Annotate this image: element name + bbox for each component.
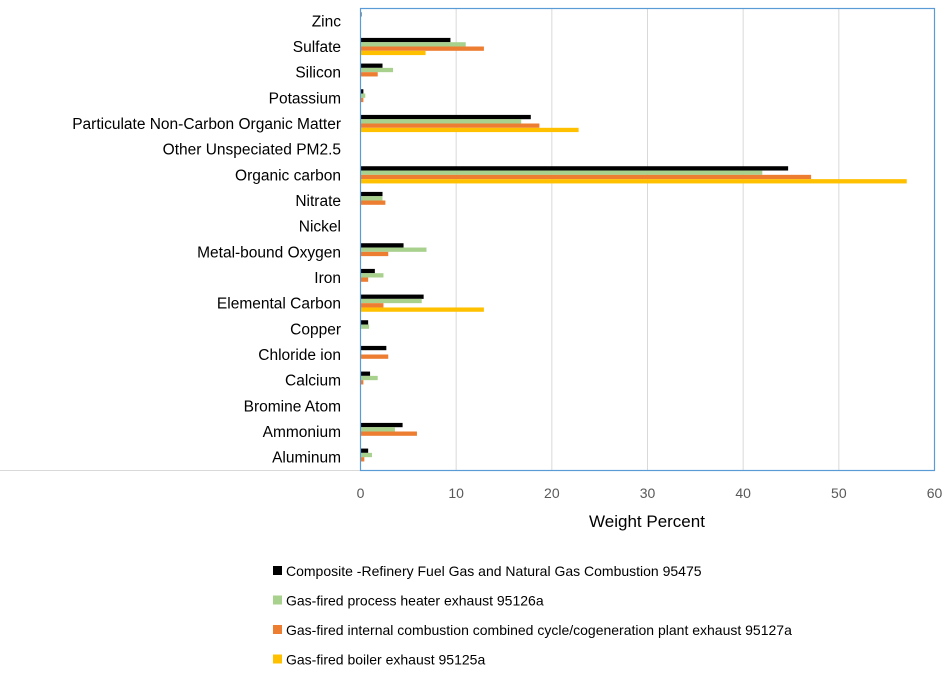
- bar: [360, 345, 387, 351]
- bars: [360, 12, 907, 462]
- bar: [360, 89, 364, 94]
- category-label: Elemental Carbon: [217, 296, 341, 313]
- bar: [360, 371, 371, 376]
- x-tick-label: 60: [927, 485, 943, 501]
- bar: [360, 251, 389, 257]
- category-label: Potassium: [269, 90, 341, 107]
- x-tick-label: 10: [448, 485, 464, 501]
- bar: [360, 46, 484, 51]
- bar: [360, 42, 466, 47]
- bar: [360, 380, 364, 385]
- bar: [360, 123, 540, 128]
- bar: [360, 37, 451, 43]
- bar: [360, 243, 404, 248]
- bar: [360, 298, 422, 304]
- category-label: Calcium: [285, 373, 341, 390]
- bar: [360, 354, 389, 359]
- bar: [360, 448, 369, 453]
- category-label: Zinc: [312, 13, 342, 30]
- x-tick-label: 40: [735, 485, 751, 501]
- category-label: Silicon: [295, 65, 341, 82]
- bar: [360, 174, 812, 180]
- plot-area-border: [359, 7, 936, 472]
- category-label: Ammonium: [263, 424, 341, 441]
- category-label: Bromine Atom: [244, 398, 341, 415]
- bar: [360, 320, 369, 325]
- bar: [360, 268, 375, 274]
- category-label: Other Unspeciated PM2.5: [163, 142, 341, 159]
- x-axis-title: Weight Percent: [589, 512, 705, 531]
- bar: [360, 422, 403, 428]
- gridlines: [455, 8, 840, 470]
- x-tick-label: 50: [831, 485, 847, 501]
- bar: [360, 273, 384, 278]
- x-tick-label: 0: [357, 485, 365, 501]
- legend-swatch: [273, 625, 282, 634]
- bar: [360, 247, 427, 252]
- bar: [360, 277, 369, 282]
- bar: [360, 200, 386, 205]
- legend-label: Gas-fired process heater exhaust 95126a: [286, 593, 544, 609]
- bar: [360, 324, 370, 329]
- bar: [360, 97, 364, 103]
- bar: [360, 191, 383, 197]
- x-tick-label: 20: [544, 485, 560, 501]
- bar: [360, 114, 531, 120]
- category-label: Copper: [290, 321, 341, 338]
- bar: [360, 67, 394, 73]
- bar: [360, 303, 384, 308]
- legend-label: Gas-fired internal combustion combined c…: [286, 622, 792, 638]
- legend-swatch: [273, 595, 282, 605]
- bar: [360, 375, 378, 381]
- category-label: Nitrate: [295, 193, 341, 210]
- bar: [360, 170, 763, 175]
- category-label: Metal-bound Oxygen: [197, 244, 341, 261]
- bar: [360, 166, 789, 171]
- category-label: Organic carbon: [235, 167, 341, 184]
- bar: [360, 127, 579, 133]
- bar: [360, 431, 417, 436]
- bar: [360, 452, 372, 458]
- bar: [360, 179, 907, 184]
- category-label: Sulfate: [293, 39, 341, 56]
- category-label: Aluminum: [272, 450, 341, 467]
- category-label: Particulate Non-Carbon Organic Matter: [72, 116, 341, 133]
- bar: [360, 294, 424, 299]
- bar: [360, 196, 383, 201]
- bar: [360, 72, 378, 77]
- x-tick-labels: 0 10 20 30 40 50 60: [357, 485, 943, 501]
- category-label: Nickel: [299, 219, 341, 236]
- bar: [360, 50, 426, 56]
- x-tick-label: 30: [640, 485, 656, 501]
- legend: Composite -Refinery Fuel Gas and Natural…: [273, 563, 792, 668]
- category-labels: Zinc Sulfate Silicon Potassium Particulate N…: [72, 13, 341, 466]
- bar: [360, 427, 395, 432]
- category-label: Chloride ion: [258, 347, 341, 364]
- category-label: Iron: [314, 270, 341, 287]
- legend-label: Composite -Refinery Fuel Gas and Natural…: [286, 563, 702, 579]
- legend-label: Gas-fired boiler exhaust 95125a: [286, 652, 485, 668]
- bar: [360, 93, 366, 98]
- bar: [360, 457, 365, 462]
- bar: [360, 63, 383, 68]
- bar: [360, 307, 484, 312]
- legend-swatch: [273, 566, 282, 575]
- legend-swatch: [273, 654, 282, 664]
- bar: [360, 119, 522, 124]
